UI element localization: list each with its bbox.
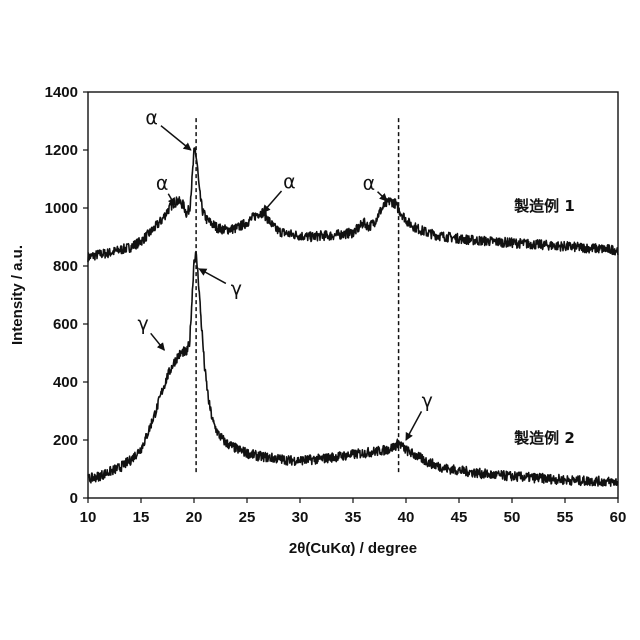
y-tick-label: 800 <box>53 258 78 275</box>
peak-annotation-arrow <box>199 269 226 284</box>
x-tick-label: 10 <box>80 509 97 526</box>
x-axis-title: 2θ(CuKα) / degree <box>289 540 417 557</box>
x-tick-label: 40 <box>398 509 415 526</box>
peak-annotation-arrow <box>406 411 421 440</box>
peak-annotation-arrow <box>378 192 387 201</box>
peak-annotation-label: γ <box>231 278 242 300</box>
x-tick-label: 20 <box>186 509 203 526</box>
x-tick-label: 55 <box>557 509 574 526</box>
x-tick-label: 60 <box>610 509 627 526</box>
peak-annotation-label: α <box>363 172 376 194</box>
y-tick-label: 400 <box>53 374 78 391</box>
x-tick-label: 25 <box>239 509 256 526</box>
peak-annotation-label: γ <box>422 390 433 412</box>
x-tick-label: 35 <box>345 509 362 526</box>
y-tick-label: 600 <box>53 316 78 333</box>
annotations: α α α α γ γ γ <box>137 107 432 440</box>
peak-annotation-label: γ <box>137 313 148 335</box>
y-tick-label: 200 <box>53 432 78 449</box>
series-layer: 製造例 1 製造例 2 <box>88 148 618 486</box>
y-tick-label: 0 <box>70 490 78 507</box>
y-tick-label: 1400 <box>45 84 78 101</box>
x-tick-label: 30 <box>292 509 309 526</box>
peak-annotation-arrow <box>263 191 282 212</box>
x-tick-label: 15 <box>133 509 150 526</box>
peak-annotation-label: α <box>156 172 169 194</box>
peak-annotation-label: α <box>145 107 158 129</box>
y-axis-title: Intensity / a.u. <box>9 245 26 345</box>
peak-annotation-arrow <box>161 126 191 150</box>
x-tick-label: 45 <box>451 509 468 526</box>
series-label-2: 製造例 2 <box>513 429 575 447</box>
series-label-1: 製造例 1 <box>513 197 575 215</box>
y-tick-label: 1200 <box>45 142 78 159</box>
peak-annotation-arrow <box>151 333 165 350</box>
series-line-2 <box>88 252 618 487</box>
peak-annotation-label: α <box>283 171 296 193</box>
y-tick-label: 1000 <box>45 200 78 217</box>
x-tick-label: 50 <box>504 509 521 526</box>
